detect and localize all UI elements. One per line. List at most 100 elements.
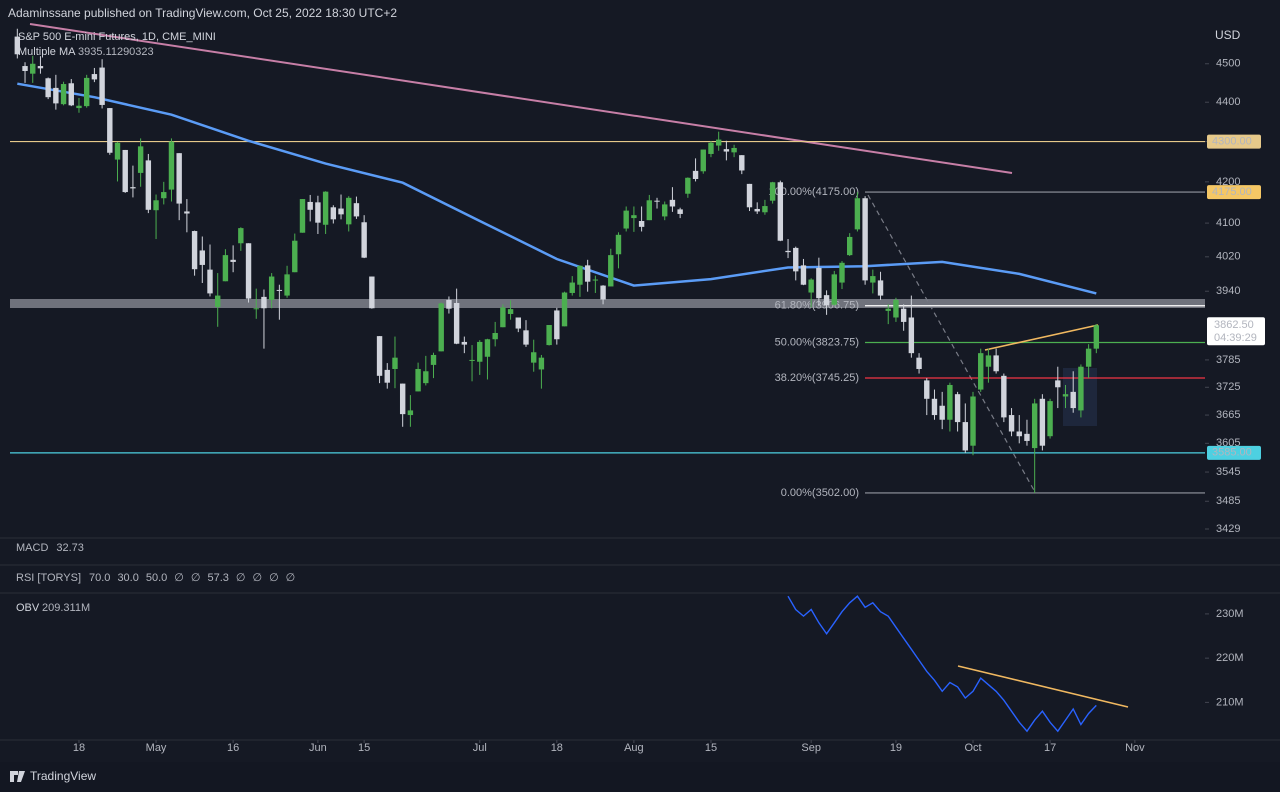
candle-body [654, 200, 660, 202]
candle-body [592, 279, 599, 281]
candle-body [37, 66, 44, 69]
footer-logo: TradingView [30, 769, 96, 783]
y-tick-label: 4200 [1216, 176, 1240, 188]
candle-body [346, 197, 352, 225]
candle-body [754, 208, 760, 212]
candle-body [954, 394, 961, 423]
candle-body [846, 236, 853, 256]
candle-body [877, 280, 884, 296]
level-axis-label-bg [1207, 445, 1261, 460]
x-tick-label: Jun [309, 742, 327, 754]
candle-body [1008, 415, 1015, 432]
candle-body [376, 336, 383, 376]
candle-body [746, 183, 753, 208]
candle-body [715, 139, 722, 146]
indicator-value: 50.0 [146, 572, 167, 584]
candle-body [22, 66, 28, 72]
candle-body [338, 208, 344, 215]
candle-body [531, 352, 537, 363]
candle-body [939, 405, 945, 420]
y-tick-label: 3485 [1216, 495, 1240, 507]
level-axis-label: 3585.00 [1212, 447, 1252, 459]
candle-body [1055, 380, 1061, 388]
candle-body [862, 198, 868, 281]
candle-body [423, 371, 429, 384]
candle-body [1085, 348, 1092, 367]
candle-body [484, 339, 491, 357]
candle-body [392, 357, 398, 369]
currency: USD [1215, 28, 1241, 42]
fib-label: 61.80%(3906.75) [775, 300, 859, 312]
candle-body [45, 78, 51, 98]
candle-body [68, 83, 74, 106]
candle-body [731, 147, 737, 153]
candle-body [1047, 401, 1053, 437]
candle-body [76, 105, 82, 109]
y-tick-label: 3785 [1216, 354, 1240, 366]
x-tick-label: May [146, 742, 167, 754]
candle-body [1070, 391, 1076, 409]
candle-body [369, 276, 375, 309]
candle-body [500, 307, 506, 328]
candle-body [268, 276, 275, 300]
candle-body [931, 398, 938, 416]
y-tick-label: 3429 [1216, 523, 1240, 535]
trend-line [29, 23, 1013, 174]
fib-axis-label-bg [1207, 185, 1261, 200]
candle-body [569, 282, 575, 293]
candle-body [916, 357, 922, 369]
candle-body [561, 292, 568, 327]
candle-body [245, 243, 252, 299]
candle-body [608, 255, 614, 287]
candle-body [430, 354, 437, 365]
candle-body [615, 234, 622, 255]
candle-body [854, 198, 861, 230]
candle-body [600, 285, 606, 300]
ma-value: 3935.11290323 [78, 46, 154, 58]
fib-trend-line [867, 194, 1036, 493]
x-tick-label: 17 [1044, 742, 1056, 754]
y-tick-label: 4500 [1216, 58, 1240, 70]
candle-body [900, 308, 907, 322]
y-tick-label: 4400 [1216, 96, 1240, 108]
candle-body [60, 84, 67, 105]
trend-line [984, 324, 1099, 351]
candle-body [399, 383, 406, 415]
fib-label: 0.00%(3502.00) [781, 487, 859, 499]
x-tick-label: 15 [705, 742, 717, 754]
candle-body [924, 380, 930, 399]
last-price-label: 3862.50 [1214, 319, 1254, 331]
candle-body [623, 210, 629, 229]
indicator-value: ∅ [252, 572, 262, 584]
candle-body [669, 199, 676, 207]
candle-body [330, 207, 337, 220]
candle-body [777, 182, 784, 241]
y-tick-label: 4100 [1216, 217, 1240, 229]
obv-line [787, 595, 1097, 733]
candle-body [292, 240, 298, 273]
candle-body [315, 202, 321, 223]
candle-body [14, 36, 21, 55]
byline: Adaminssane published on TradingView.com… [8, 6, 397, 20]
candle-body [446, 299, 452, 309]
x-tick-label: 18 [551, 742, 563, 754]
candle-body [184, 211, 190, 214]
candle-body [1062, 394, 1069, 397]
obv-value: 209.311M [42, 602, 90, 614]
candle-body [284, 274, 290, 296]
candle-body [523, 330, 529, 345]
candle-body [1078, 366, 1084, 411]
candle-body [492, 333, 498, 340]
candle-body [739, 155, 745, 171]
indicator-value: ∅ [269, 572, 279, 584]
candle-body [353, 203, 360, 217]
candle-body [407, 410, 414, 416]
candle-body [831, 274, 837, 305]
obv-title: OBV [16, 602, 40, 614]
candle-body [1016, 431, 1022, 437]
candle-body [276, 289, 283, 291]
candle-body [662, 204, 668, 217]
candle-body [584, 265, 591, 282]
candle-body [161, 192, 167, 199]
